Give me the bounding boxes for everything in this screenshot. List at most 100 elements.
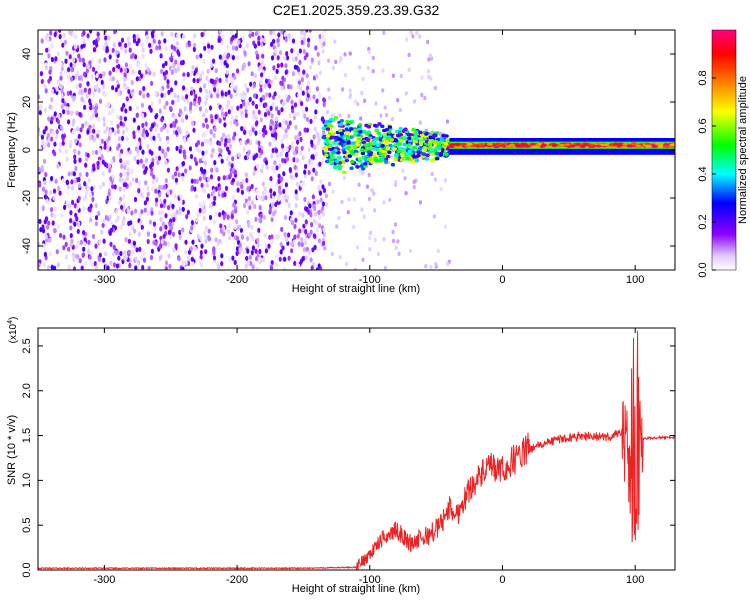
heatmap-cell: [272, 65, 276, 71]
heatmap-cell: [182, 34, 186, 40]
heatmap-cell: [219, 30, 223, 34]
heatmap-cell: [445, 138, 450, 142]
heatmap-cell: [358, 168, 362, 174]
heatmap-cell: [189, 101, 193, 107]
heatmap-cell: [84, 261, 88, 267]
heatmap-cell: [184, 260, 188, 266]
heatmap-cell: [86, 33, 90, 39]
heatmap-cell: [418, 200, 422, 205]
heatmap-cell: [220, 253, 224, 259]
heatmap-cell: [289, 210, 293, 216]
heatmap-cell: [94, 84, 98, 90]
heatmap-cell: [218, 54, 222, 60]
heatmap-cell: [116, 123, 120, 129]
heatmap-cell: [301, 212, 305, 218]
heatmap-cell: [261, 190, 265, 197]
heatmap-cell: [218, 117, 222, 123]
heatmap-cell: [45, 47, 49, 53]
heatmap-cell: [353, 99, 357, 104]
heatmap-cell: [97, 87, 101, 93]
heatmap-cell: [425, 153, 430, 157]
heatmap-cell: [69, 218, 73, 224]
heatmap-cell: [280, 62, 284, 68]
heatmap-cell: [48, 251, 53, 257]
heatmap-cell: [313, 114, 318, 120]
heatmap-cell: [257, 227, 261, 233]
heatmap-cell: [391, 73, 395, 78]
heatmap-cell: [77, 75, 81, 81]
heatmap-cell: [69, 242, 73, 248]
heatmap-cell: [123, 250, 127, 256]
heatmap-cell: [257, 30, 261, 36]
heatmap-cell: [662, 145, 669, 148]
heatmap-cell: [113, 184, 117, 190]
heatmap-cell: [244, 108, 248, 114]
heatmap-cell: [264, 78, 269, 84]
heatmap-cell: [183, 137, 187, 144]
heatmap-cell: [348, 51, 352, 56]
heatmap-cell: [312, 233, 316, 239]
heatmap-cell: [118, 41, 122, 47]
heatmap-cell: [327, 181, 332, 187]
heatmap-cell: [172, 62, 176, 69]
heatmap-cell: [366, 65, 370, 71]
heatmap-cell: [372, 123, 378, 128]
heatmap-cell: [273, 91, 277, 97]
heatmap-cell: [122, 203, 126, 209]
heatmap-cell: [138, 137, 142, 143]
heatmap-cell: [400, 154, 405, 158]
heatmap-cell: [296, 139, 300, 145]
heatmap-cell: [46, 224, 50, 230]
heatmap-cell: [264, 92, 269, 98]
heatmap-cell: [300, 237, 304, 243]
heatmap-cell: [124, 108, 128, 114]
heatmap-cell: [346, 146, 351, 150]
heatmap-cell: [82, 206, 86, 212]
heatmap-cell: [224, 138, 228, 144]
heatmap-cell: [446, 261, 450, 267]
heatmap-cell: [454, 143, 461, 147]
heatmap-cell: [325, 109, 330, 115]
heatmap-cell: [225, 77, 229, 84]
heatmap-cell: [42, 228, 46, 234]
heatmap-cell: [60, 93, 64, 99]
heatmap-cell: [294, 172, 298, 178]
heatmap-cell: [357, 123, 363, 127]
heatmap-cell: [359, 164, 364, 168]
heatmap-cell: [564, 143, 571, 147]
heatmap-cell: [143, 169, 147, 175]
snr-series-line: [38, 330, 675, 570]
heatmap-cell: [401, 157, 406, 161]
heatmap-cell: [157, 155, 162, 161]
heatmap-cell: [281, 195, 285, 202]
heatmap-cell: [94, 203, 98, 209]
heatmap-cell: [407, 149, 412, 154]
heatmap-cell: [244, 112, 248, 118]
heatmap-cell: [138, 90, 142, 96]
heatmap-cell: [297, 67, 301, 73]
heatmap-cell: [273, 160, 277, 166]
heatmap-cell: [111, 47, 115, 53]
heatmap-cell: [305, 30, 309, 33]
heatmap-cell: [93, 261, 97, 267]
heatmap-cell: [108, 214, 112, 220]
heatmap-cell: [98, 239, 102, 245]
heatmap-cell: [383, 157, 389, 162]
heatmap-cell: [146, 67, 150, 73]
heatmap-cell: [139, 158, 143, 164]
heatmap-cell: [261, 53, 265, 59]
heatmap-cell: [429, 264, 433, 270]
heatmap-cell: [146, 191, 150, 197]
heatmap-cell: [136, 159, 140, 165]
heatmap-cell: [167, 241, 171, 247]
heatmap-cell: [204, 225, 208, 231]
heatmap-cell: [96, 164, 100, 170]
heatmap-cell: [164, 224, 168, 230]
heatmap-cell: [278, 256, 282, 262]
heatmap-cell: [355, 245, 360, 250]
heatmap-cell: [121, 259, 125, 265]
heatmap-cell: [213, 119, 218, 125]
heatmap-cell: [228, 256, 232, 262]
